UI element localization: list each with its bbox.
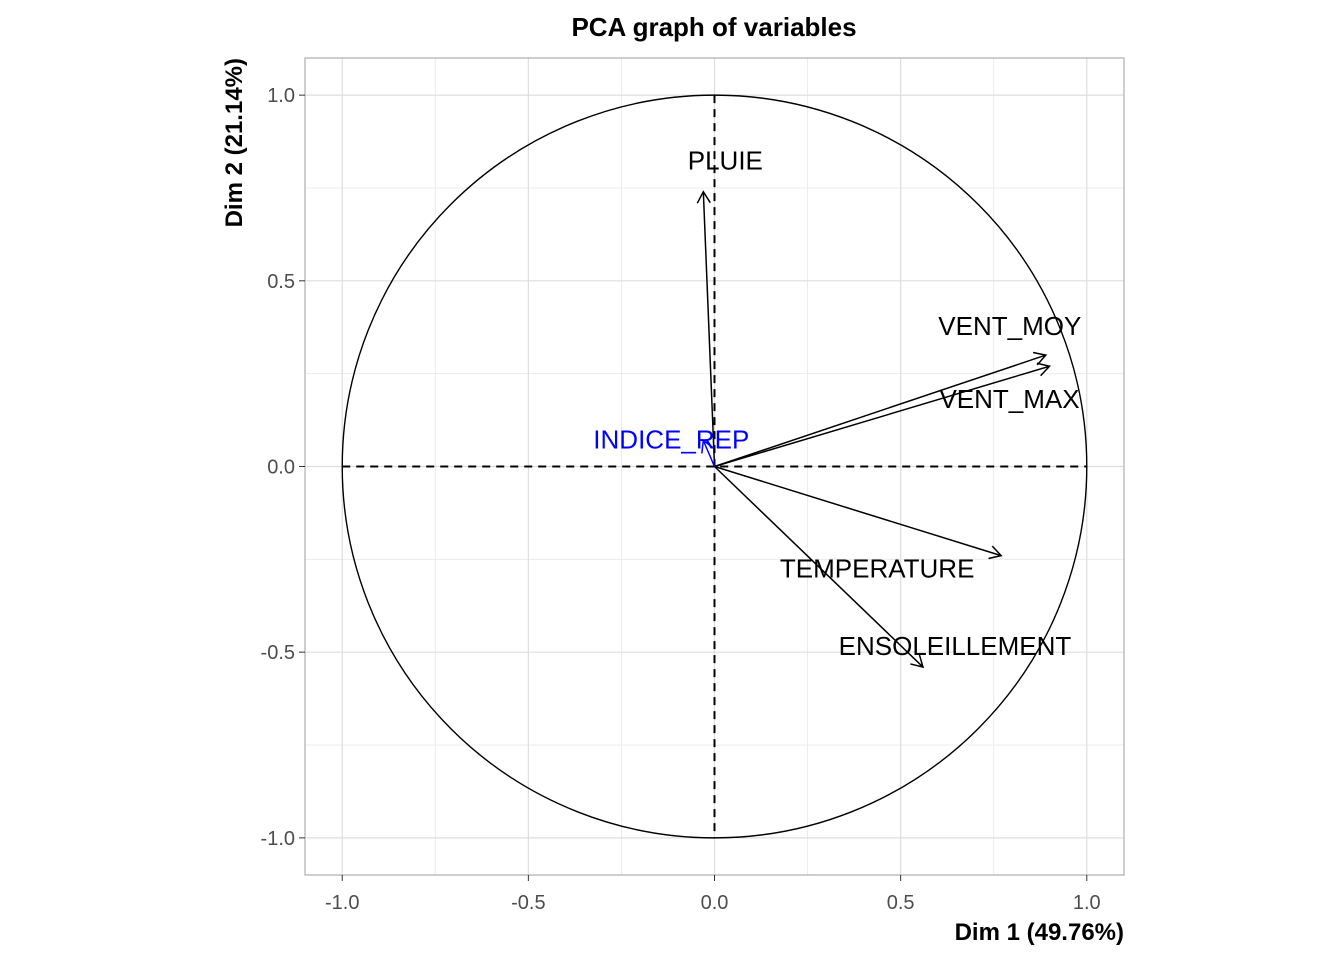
- y-tick-label: 1.0: [267, 85, 295, 107]
- arrowhead-indice-rep: [701, 439, 715, 454]
- label-indice-rep: INDICE_REP: [593, 425, 749, 455]
- y-tick-label: 0.0: [267, 457, 295, 479]
- y-tick-label: -0.5: [261, 642, 295, 664]
- variable-arrows: PLUIE VENT_MOY VENT_MAX TEMPERATURE ENSOLEIL…: [593, 146, 1081, 669]
- x-tick-label: 0.5: [887, 892, 915, 914]
- x-tick-label: -0.5: [511, 892, 545, 914]
- tick-labels: -1.0 -0.5 0.0 0.5 1.0 -1.0 -0.5 0.0 0.5 1.0: [261, 85, 1101, 914]
- correlation-circle: [341, 94, 1088, 839]
- y-tick-label: -1.0: [261, 828, 295, 850]
- arrow-temperature: [714, 465, 1002, 557]
- arrowhead-ensoleillement: [910, 654, 925, 669]
- chart-title: PCA graph of variables: [571, 12, 856, 42]
- label-vent-max: VENT_MAX: [939, 384, 1079, 414]
- label-ensoleillement: ENSOLEILLEMENT: [839, 631, 1072, 661]
- label-pluie: PLUIE: [688, 146, 763, 176]
- arrow-ensoleillement: [713, 465, 924, 668]
- arrow-vent-max: [714, 365, 1050, 468]
- arrow-indice-rep: [702, 440, 716, 467]
- y-tick-label: 0.5: [267, 271, 295, 293]
- x-tick-label: -1.0: [325, 892, 359, 914]
- arrowhead-pluie: [696, 190, 711, 204]
- x-tick-label: 1.0: [1073, 892, 1101, 914]
- unit-circle: [341, 94, 1088, 839]
- arrowhead-vent-moy: [1032, 351, 1048, 366]
- label-temperature: TEMPERATURE: [780, 554, 975, 584]
- arrowhead-vent-max: [1036, 362, 1051, 377]
- x-tick-label: 0.0: [701, 892, 729, 914]
- label-vent-moy: VENT_MOY: [938, 311, 1081, 341]
- y-axis-title: Dim 2 (21.14%): [221, 58, 248, 227]
- x-axis-title: Dim 1 (49.76%): [955, 919, 1124, 946]
- arrow-vent-moy: [714, 354, 1047, 468]
- arrowhead-temperature: [988, 545, 1003, 560]
- arrow-pluie: [702, 191, 716, 467]
